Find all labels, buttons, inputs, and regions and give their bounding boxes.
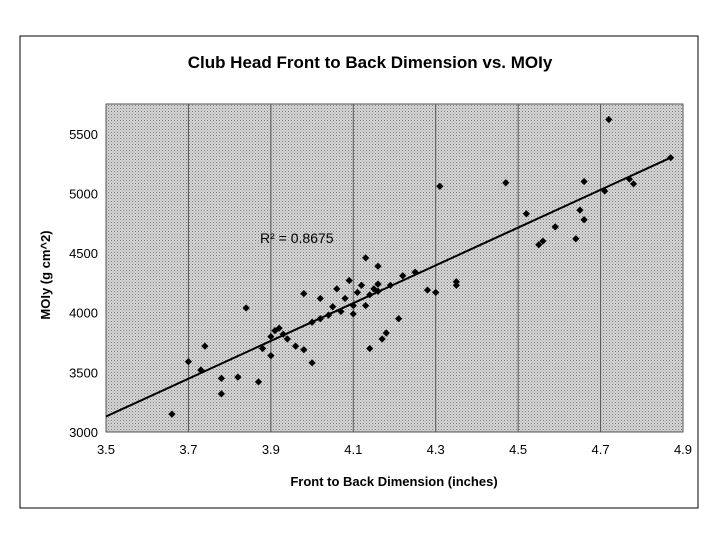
- y-tick-label: 3000: [69, 425, 98, 440]
- y-tick-label: 5000: [69, 186, 98, 201]
- x-tick-label: 4.5: [509, 442, 527, 457]
- y-tick-label: 5500: [69, 127, 98, 142]
- y-tick-label: 4000: [69, 306, 98, 321]
- plot-area: [106, 104, 683, 432]
- y-tick-label: 3500: [69, 365, 98, 380]
- x-tick-label: 4.1: [344, 442, 362, 457]
- x-tick-label: 4.9: [674, 442, 692, 457]
- x-tick-label: 4.7: [592, 442, 610, 457]
- x-axis-label: Front to Back Dimension (inches): [290, 474, 497, 489]
- chart-title: Club Head Front to Back Dimension vs. MO…: [188, 53, 553, 72]
- x-tick-label: 3.7: [179, 442, 197, 457]
- x-tick-label: 3.5: [97, 442, 115, 457]
- y-tick-label: 4500: [69, 246, 98, 261]
- x-tick-label: 4.3: [427, 442, 445, 457]
- r-squared-annotation: R² = 0.8675: [260, 230, 334, 246]
- y-axis-label: MOIy (g cm^2): [38, 230, 53, 319]
- x-tick-label: 3.9: [262, 442, 280, 457]
